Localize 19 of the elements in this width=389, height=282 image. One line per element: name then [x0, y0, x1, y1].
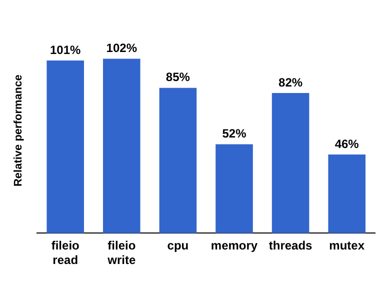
bar: [46, 60, 84, 234]
x-tick-label: memory: [210, 238, 258, 253]
data-label: 102%: [106, 41, 138, 56]
bar: [103, 58, 140, 234]
x-tick-label: fileio read: [51, 238, 80, 268]
bar: [328, 154, 366, 234]
data-label: 101%: [50, 42, 82, 57]
x-tick-label: threads: [268, 238, 313, 253]
data-label: 82%: [278, 75, 303, 90]
data-label: 52%: [222, 126, 247, 141]
x-tick-label: fileio write: [106, 238, 136, 268]
x-tick-label: cpu: [167, 238, 189, 253]
bar: [272, 92, 310, 234]
bar: [159, 88, 197, 234]
bar: [216, 144, 253, 234]
y-axis-title: Relative performance: [12, 74, 25, 187]
data-label: 85%: [166, 70, 190, 84]
x-tick-label: mutex: [329, 238, 365, 253]
data-label: 46%: [334, 136, 360, 151]
